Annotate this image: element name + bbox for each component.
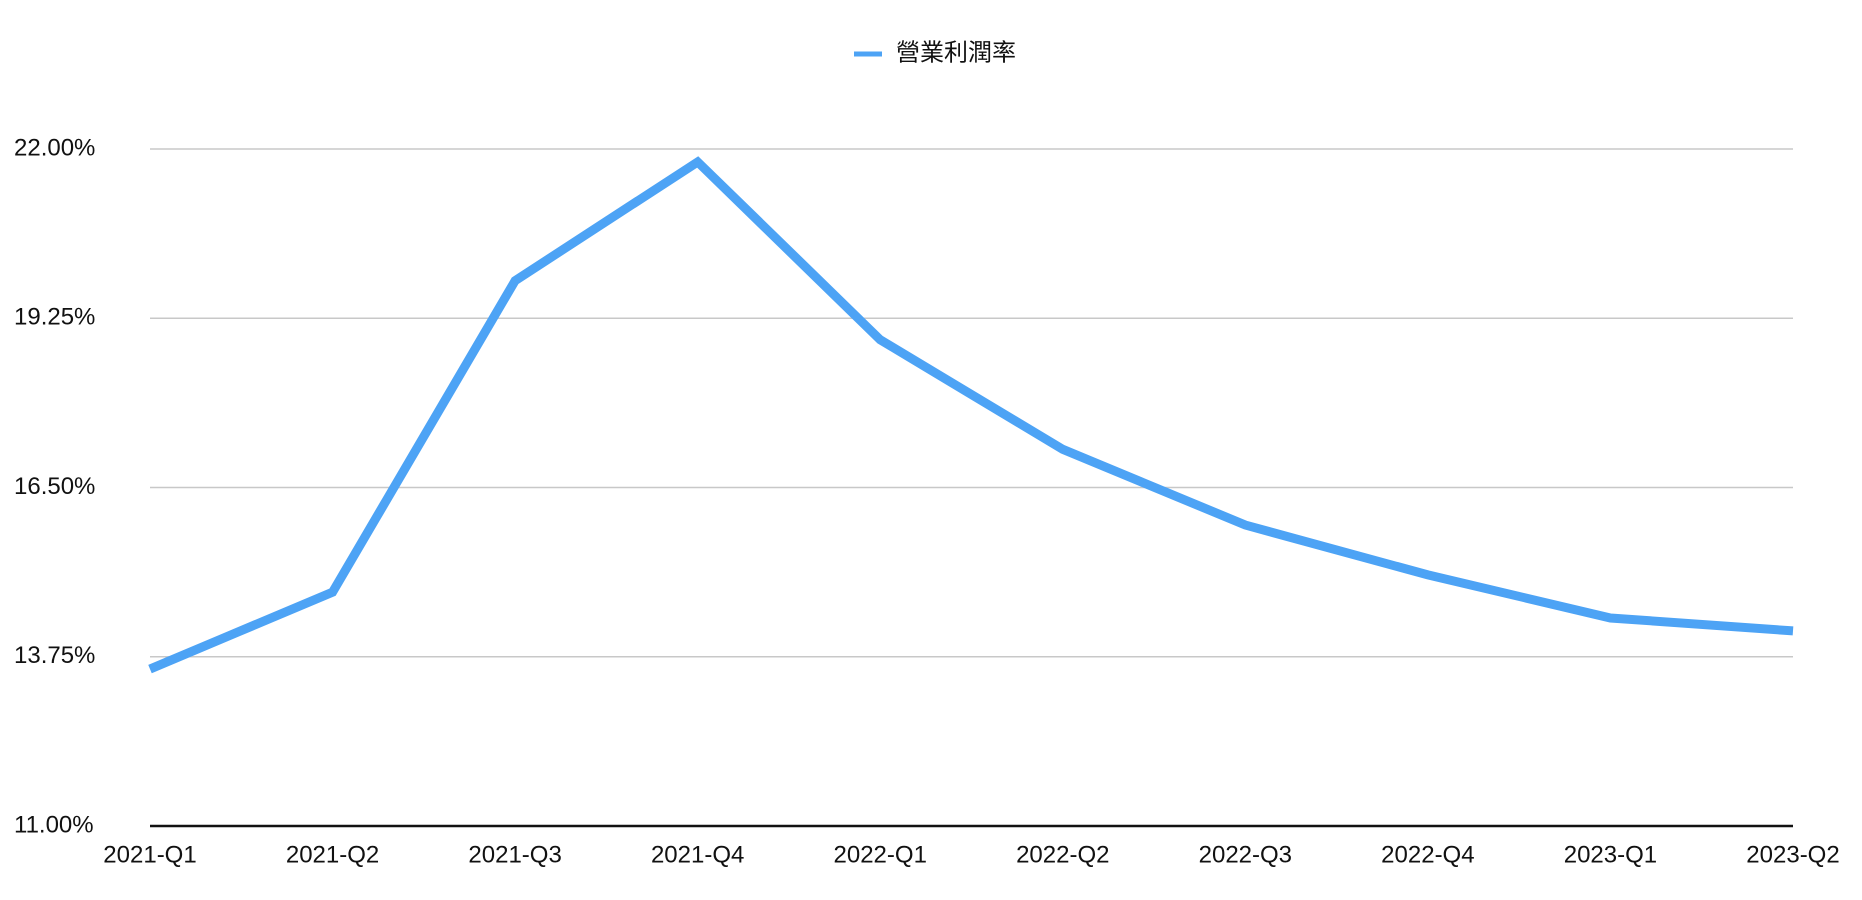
y-tick-label: 22.00% (14, 134, 95, 161)
y-tick-label: 11.00% (14, 811, 94, 838)
x-tick-label: 2022-Q2 (1016, 841, 1109, 868)
x-tick-label: 2023-Q2 (1746, 841, 1839, 868)
x-tick-label: 2021-Q2 (286, 841, 379, 868)
x-tick-label: 2021-Q3 (468, 841, 561, 868)
legend-label: 營業利潤率 (896, 39, 1016, 66)
y-tick-label: 19.25% (14, 304, 95, 331)
x-tick-label: 2021-Q1 (103, 841, 196, 868)
x-tick-label: 2023-Q1 (1564, 841, 1657, 868)
y-tick-label: 13.75% (14, 642, 95, 669)
x-tick-label: 2022-Q4 (1381, 841, 1474, 868)
line (148, 156, 1794, 674)
x-tick-label: 2021-Q4 (651, 841, 744, 868)
y-tick-label: 16.50% (14, 473, 95, 500)
x-tick-label: 2022-Q3 (1199, 841, 1292, 868)
x-tick-label: 2022-Q1 (834, 841, 927, 868)
